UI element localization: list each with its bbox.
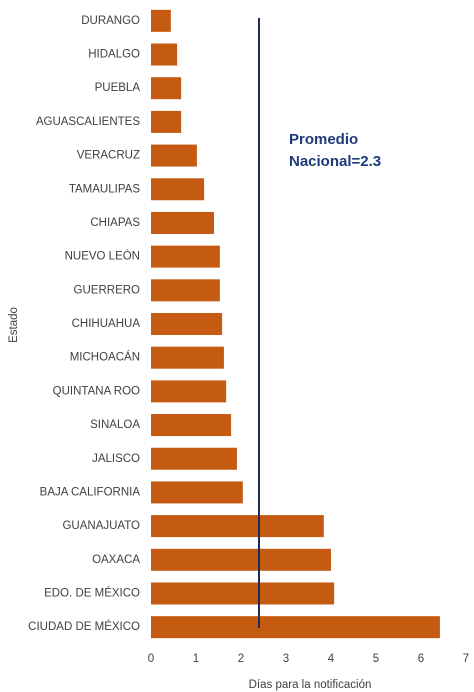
y-tick-label: BAJA CALIFORNIA (40, 486, 141, 498)
bar (151, 515, 324, 538)
bar (151, 414, 232, 437)
bar (151, 447, 237, 470)
bar (151, 110, 182, 133)
y-tick-label: CHIAPAS (90, 217, 140, 229)
y-tick-label: MICHOACÁN (70, 351, 140, 364)
y-tick-label: DURANGO (81, 15, 140, 27)
bar (151, 245, 220, 268)
y-axis-title: Estado (8, 307, 20, 343)
bar (151, 178, 205, 201)
y-tick-label: OAXACA (92, 554, 140, 566)
bar (151, 211, 214, 234)
bar (151, 313, 223, 335)
y-tick-label: QUINTANA ROO (53, 385, 140, 397)
x-tick-label: 3 (283, 653, 289, 665)
y-tick-label: GUERRERO (74, 284, 141, 296)
x-tick-label: 6 (418, 653, 424, 665)
bar (151, 616, 440, 639)
bar (151, 279, 220, 302)
y-tick-label: SINALOA (90, 419, 140, 431)
bar (151, 380, 227, 403)
x-tick-label: 2 (238, 653, 244, 665)
bar (151, 43, 178, 66)
y-tick-label: VERACRUZ (77, 150, 140, 162)
y-tick-label: PUEBLA (95, 82, 141, 94)
bar (151, 346, 224, 369)
bar (151, 144, 197, 167)
annotation: Nacional=2.3 (289, 153, 381, 170)
annotation: Promedio (289, 131, 358, 148)
y-tick-label: CHIHUAHUA (72, 318, 141, 330)
bar (151, 481, 243, 504)
x-tick-label: 4 (328, 653, 335, 665)
y-tick-label: TAMAULIPAS (69, 183, 140, 195)
y-tick-label: NUEVO LEÓN (65, 250, 140, 263)
x-tick-label: 1 (193, 653, 199, 665)
bar (151, 77, 182, 100)
x-tick-label: 7 (463, 653, 469, 665)
y-tick-label: GUANAJUATO (62, 520, 140, 532)
x-tick-label: 0 (148, 653, 154, 665)
y-tick-label: AGUASCALIENTES (36, 116, 140, 128)
bar (151, 582, 335, 605)
y-tick-label: CIUDAD DE MÉXICO (28, 620, 140, 633)
y-tick-label: HIDALGO (88, 49, 140, 61)
x-tick-label: 5 (373, 653, 379, 665)
y-tick-label: JALISCO (92, 453, 140, 465)
bar (151, 548, 331, 571)
x-axis-title: Días para la notificación (249, 679, 372, 691)
bar (151, 9, 171, 32)
y-tick-label: EDO. DE MÉXICO (44, 587, 140, 600)
